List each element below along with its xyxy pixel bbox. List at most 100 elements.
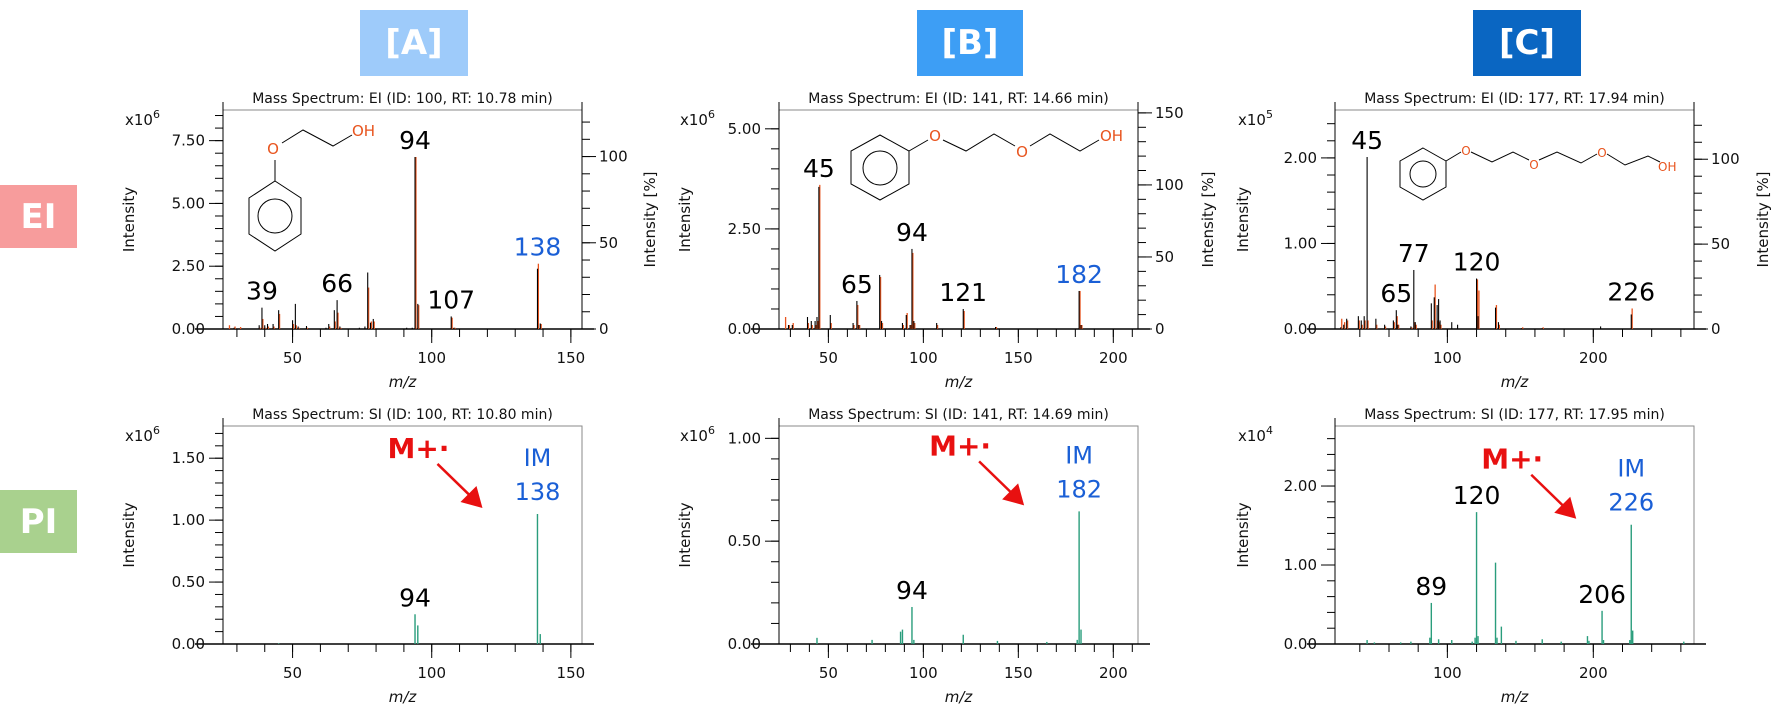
peak-label: 107 xyxy=(427,285,475,314)
column-header-b: [B] xyxy=(917,10,1023,76)
peak-label: 206 xyxy=(1578,580,1626,609)
row-label-ei: EI xyxy=(0,185,77,248)
y-tick-label: 1.00 xyxy=(1284,556,1317,574)
right-tick-label: 100 xyxy=(1711,150,1740,168)
peak-label: 182 xyxy=(1055,260,1103,289)
molecular-ion-tag: IM xyxy=(1617,455,1645,483)
benzene-ring xyxy=(248,180,302,252)
right-tick-label: 150 xyxy=(1155,104,1184,122)
y-multiplier-exponent: 6 xyxy=(708,424,715,437)
y-axis-label: Intensity xyxy=(676,187,694,252)
y-axis-label: Intensity xyxy=(676,502,694,567)
y-tick-label: 0.00 xyxy=(172,320,205,338)
y-tick-label: 0.00 xyxy=(1284,320,1317,338)
aromatic-circle xyxy=(257,198,293,234)
peak-label: 94 xyxy=(896,576,928,605)
y-tick-label: 0.50 xyxy=(728,532,761,550)
chart-title: Mass Spectrum: EI (ID: 177, RT: 17.94 mi… xyxy=(1364,91,1665,107)
molecular-ion-mz: 226 xyxy=(1608,489,1654,517)
right-tick-label: 0 xyxy=(1711,320,1721,338)
right-tick-label: 50 xyxy=(1155,248,1174,266)
right-axis-label: Intensity [%] xyxy=(641,171,659,267)
bond xyxy=(1606,153,1661,166)
arrow-head-icon xyxy=(1002,483,1025,506)
y-multiplier-base: x10 xyxy=(680,111,708,129)
y-multiplier-base: x10 xyxy=(680,427,708,445)
peak-label: 89 xyxy=(1415,572,1447,601)
y-axis-label: Intensity xyxy=(1234,502,1252,567)
y-tick-label: 1.00 xyxy=(1284,234,1317,252)
peak-label: 94 xyxy=(399,126,431,155)
right-tick-label: 50 xyxy=(599,234,618,252)
aromatic-circle xyxy=(1409,160,1437,188)
right-tick-label: 0 xyxy=(599,320,609,338)
x-axis-label: m/z xyxy=(389,688,418,706)
arrow-shaft xyxy=(1530,473,1569,511)
x-tick-label: 50 xyxy=(819,664,838,682)
x-tick-label: 150 xyxy=(1004,664,1033,682)
atom-o: O xyxy=(1461,144,1470,158)
x-axis-label: m/z xyxy=(1501,373,1530,391)
peak-label: 121 xyxy=(939,278,987,307)
si-spectrum-b: Mass Spectrum: SI (ID: 141, RT: 14.69 mi… xyxy=(676,407,1150,706)
peak-label: 65 xyxy=(841,270,873,299)
y-axis-label: Intensity xyxy=(1234,187,1252,252)
y-multiplier: x106 xyxy=(125,424,160,445)
row-label-pi: PI xyxy=(0,490,77,553)
chart-title: Mass Spectrum: SI (ID: 141, RT: 14.69 mi… xyxy=(808,407,1109,423)
chart-title: Mass Spectrum: SI (ID: 100, RT: 10.80 mi… xyxy=(252,407,553,423)
chart-title: Mass Spectrum: SI (ID: 177, RT: 17.95 mi… xyxy=(1364,407,1665,423)
right-tick-label: 0 xyxy=(1155,320,1165,338)
x-tick-label: 100 xyxy=(909,664,938,682)
x-tick-label: 100 xyxy=(1433,349,1462,367)
arrow-head-icon xyxy=(1554,496,1577,519)
y-multiplier-exponent: 6 xyxy=(153,424,160,437)
y-tick-label: 0.00 xyxy=(1284,635,1317,653)
y-multiplier: x105 xyxy=(1238,108,1273,129)
x-axis-label: m/z xyxy=(945,688,974,706)
y-multiplier-exponent: 5 xyxy=(1266,108,1273,121)
y-axis-label: Intensity xyxy=(120,187,138,252)
y-tick-label: 1.00 xyxy=(172,511,205,529)
y-tick-label: 2.50 xyxy=(728,220,761,238)
ei-spectrum-c: Mass Spectrum: EI (ID: 177, RT: 17.94 mi… xyxy=(1234,91,1772,391)
y-axis-label: Intensity xyxy=(120,502,138,567)
molecular-ion-annotation: M+· xyxy=(387,432,449,465)
ei-spectrum-a: Mass Spectrum: EI (ID: 100, RT: 10.78 mi… xyxy=(120,91,659,391)
right-axis-label: Intensity [%] xyxy=(1754,171,1772,267)
y-tick-label: 0.00 xyxy=(728,320,761,338)
benzene-ring xyxy=(850,134,910,201)
atom-o: O xyxy=(929,127,941,145)
y-multiplier-base: x10 xyxy=(125,111,153,129)
molecular-ion-tag: IM xyxy=(524,444,552,472)
molecular-ion-mz: 138 xyxy=(515,478,561,506)
peak-label: 120 xyxy=(1453,248,1501,277)
peak-label: 94 xyxy=(896,218,928,247)
y-multiplier-base: x10 xyxy=(1238,427,1266,445)
right-tick-label: 100 xyxy=(1155,176,1184,194)
atom-oh: OH xyxy=(1658,160,1676,174)
y-multiplier-exponent: 4 xyxy=(1266,424,1273,437)
bond xyxy=(942,133,1016,152)
y-multiplier: x106 xyxy=(125,108,160,129)
peak-label: 45 xyxy=(803,154,835,183)
x-tick-label: 200 xyxy=(1099,349,1128,367)
ei-spectrum-b: Mass Spectrum: EI (ID: 141, RT: 14.66 mi… xyxy=(676,91,1217,391)
x-tick-label: 150 xyxy=(557,349,586,367)
atom-oh: OH xyxy=(352,122,375,140)
x-tick-label: 100 xyxy=(417,664,446,682)
right-axis-label: Intensity [%] xyxy=(1199,171,1217,267)
y-tick-label: 0.50 xyxy=(172,573,205,591)
molecular-ion-tag: IM xyxy=(1065,441,1093,469)
y-multiplier-base: x10 xyxy=(1238,111,1266,129)
si-spectrum-c: Mass Spectrum: SI (ID: 177, RT: 17.95 mi… xyxy=(1234,407,1706,706)
molecular-ion-mz: 182 xyxy=(1056,475,1102,503)
x-axis-label: m/z xyxy=(389,373,418,391)
peak-label: 66 xyxy=(321,269,353,298)
x-tick-label: 100 xyxy=(909,349,938,367)
y-multiplier-exponent: 6 xyxy=(153,108,160,121)
right-tick-label: 100 xyxy=(599,148,628,166)
bond xyxy=(1445,151,1462,162)
peak-label: 120 xyxy=(1453,481,1501,510)
